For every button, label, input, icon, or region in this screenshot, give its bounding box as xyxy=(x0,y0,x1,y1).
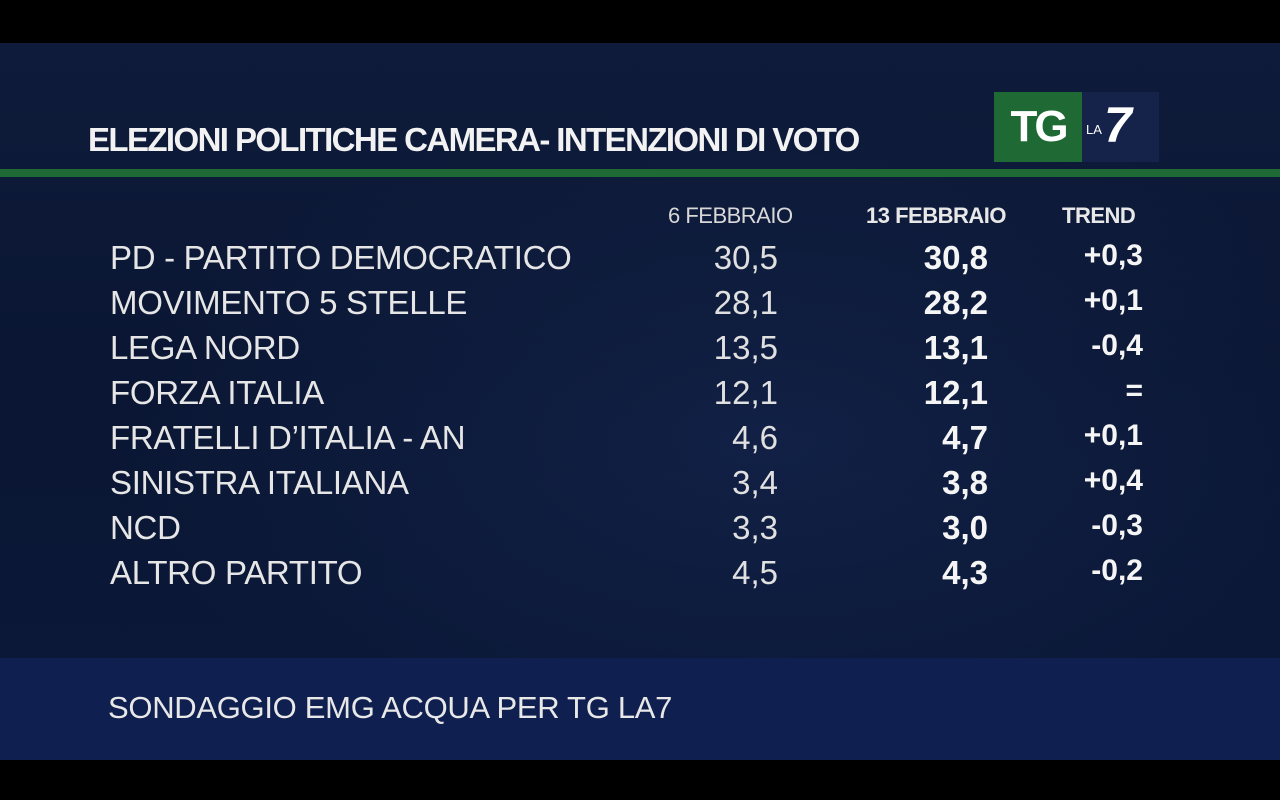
value-current: 4,7 xyxy=(942,419,988,456)
party-name: PD - PARTITO DEMOCRATICO xyxy=(110,239,572,276)
value-prev: 3,4 xyxy=(732,464,778,501)
value-trend: +0,4 xyxy=(1083,464,1143,497)
value-prev: 28,1 xyxy=(713,284,778,321)
party-name: LEGA NORD xyxy=(110,329,300,366)
value-prev: 4,6 xyxy=(732,419,778,456)
value-prev: 4,5 xyxy=(732,554,778,591)
value-current: 3,0 xyxy=(942,509,988,546)
value-trend: = xyxy=(1125,374,1143,407)
party-name: SINISTRA ITALIANA xyxy=(110,464,409,501)
party-name: ALTRO PARTITO xyxy=(110,554,363,591)
footer-source: SONDAGGIO EMG ACQUA PER TG LA7 xyxy=(108,690,673,725)
background-glow xyxy=(0,43,1280,760)
value-current: 28,2 xyxy=(923,284,988,321)
logo-la-text: LA xyxy=(1086,122,1102,137)
table-row: ALTRO PARTITO 4,5 4,3 -0,2 xyxy=(0,554,1280,599)
party-name: NCD xyxy=(110,509,181,546)
table-row: SINISTRA ITALIANA 3,4 3,8 +0,4 xyxy=(0,464,1280,509)
party-name: FORZA ITALIA xyxy=(110,374,324,411)
party-name: FRATELLI D’ITALIA - AN xyxy=(110,419,466,456)
value-prev: 12,1 xyxy=(713,374,778,411)
value-trend: +0,3 xyxy=(1083,239,1143,272)
logo-tg: TG xyxy=(994,92,1082,162)
broadcast-frame: ELEZIONI POLITICHE CAMERA- INTENZIONI DI… xyxy=(0,43,1280,760)
table-row: FORZA ITALIA 12,1 12,1 = xyxy=(0,374,1280,419)
table-row: MOVIMENTO 5 STELLE 28,1 28,2 +0,1 xyxy=(0,284,1280,329)
footer-band xyxy=(0,658,1280,760)
chart-title: ELEZIONI POLITICHE CAMERA- INTENZIONI DI… xyxy=(88,121,860,158)
value-current: 3,8 xyxy=(942,464,988,501)
value-trend: -0,4 xyxy=(1091,329,1143,362)
value-trend: -0,3 xyxy=(1091,509,1143,542)
title-divider xyxy=(0,169,1280,177)
value-trend: -0,2 xyxy=(1091,554,1143,587)
value-current: 4,3 xyxy=(942,554,988,591)
value-current: 30,8 xyxy=(923,239,988,276)
column-header-trend: TREND xyxy=(1062,203,1136,228)
value-current: 12,1 xyxy=(923,374,988,411)
table-row: PD - PARTITO DEMOCRATICO 30,5 30,8 +0,3 xyxy=(0,239,1280,284)
value-current: 13,1 xyxy=(923,329,988,366)
value-prev: 3,3 xyxy=(732,509,778,546)
value-trend: +0,1 xyxy=(1083,284,1143,317)
logo-la7: LA 7 xyxy=(1082,92,1159,162)
tg-la7-logo: TG LA 7 xyxy=(994,92,1159,162)
value-trend: +0,1 xyxy=(1083,419,1143,452)
table-row: LEGA NORD 13,5 13,1 -0,4 xyxy=(0,329,1280,374)
value-prev: 30,5 xyxy=(713,239,778,276)
logo-seven-text: 7 xyxy=(1104,97,1132,153)
table-row: NCD 3,3 3,0 -0,3 xyxy=(0,509,1280,554)
party-name: MOVIMENTO 5 STELLE xyxy=(110,284,468,321)
value-prev: 13,5 xyxy=(713,329,778,366)
table-row: FRATELLI D’ITALIA - AN 4,6 4,7 +0,1 xyxy=(0,419,1280,464)
column-header-prev: 6 FEBBRAIO xyxy=(668,203,793,228)
column-header-current: 13 FEBBRAIO xyxy=(866,203,1006,228)
